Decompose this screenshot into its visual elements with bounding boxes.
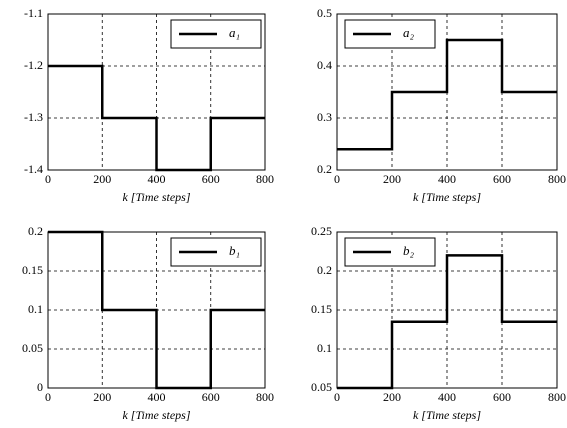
series-line — [337, 38, 557, 151]
axes-box — [47, 13, 266, 171]
y-tick-label: 0.1 — [317, 341, 332, 355]
x-tick-label: 0 — [45, 390, 51, 404]
y-tick-label: 0.2 — [317, 162, 332, 176]
series-line — [48, 64, 265, 172]
x-tick-label: 400 — [438, 172, 456, 186]
y-tick-label: 0.4 — [317, 58, 332, 72]
y-tick-label: 0.15 — [22, 263, 43, 277]
x-axis-label: k [Time steps] — [122, 190, 190, 204]
y-tick-label: -1.1 — [24, 6, 43, 20]
x-tick-label: 200 — [93, 390, 111, 404]
x-tick-label: 600 — [493, 172, 511, 186]
x-tick-label: 200 — [383, 172, 401, 186]
y-tick-label: -1.3 — [24, 110, 43, 124]
x-tick-label: 400 — [438, 390, 456, 404]
x-tick-label: 400 — [148, 390, 166, 404]
x-axis-label: k [Time steps] — [122, 408, 190, 422]
y-tick-label: 0.2 — [28, 224, 43, 238]
y-tick-label: 0.3 — [317, 110, 332, 124]
y-tick-label: 0.2 — [317, 263, 332, 277]
x-axis-label: k [Time steps] — [413, 408, 481, 422]
axes-box — [336, 231, 558, 389]
series-line — [48, 230, 265, 390]
x-axis-label: k [Time steps] — [413, 190, 481, 204]
series-line — [337, 254, 557, 390]
x-tick-label: 800 — [256, 390, 274, 404]
x-tick-label: 600 — [493, 390, 511, 404]
y-tick-label: -1.2 — [24, 58, 43, 72]
axes-box — [336, 13, 558, 171]
y-tick-label: 0.05 — [22, 341, 43, 355]
x-tick-label: 800 — [548, 390, 566, 404]
legend-label: b₂ — [403, 243, 415, 258]
x-tick-label: 200 — [93, 172, 111, 186]
x-tick-label: 800 — [256, 172, 274, 186]
x-tick-label: 0 — [334, 390, 340, 404]
x-tick-label: 600 — [202, 172, 220, 186]
legend-label: b₁ — [229, 243, 240, 258]
x-tick-label: 200 — [383, 390, 401, 404]
legend-label: a₂ — [403, 25, 415, 40]
legend-label: a₁ — [229, 25, 240, 40]
x-tick-label: 600 — [202, 390, 220, 404]
x-tick-label: 800 — [548, 172, 566, 186]
y-tick-label: -1.4 — [24, 162, 43, 176]
y-tick-label: 0.5 — [317, 6, 332, 20]
x-tick-label: 0 — [334, 172, 340, 186]
y-tick-label: 0.1 — [28, 302, 43, 316]
y-tick-label: 0.15 — [311, 302, 332, 316]
y-tick-label: 0 — [37, 380, 43, 394]
y-tick-label: 0.25 — [311, 224, 332, 238]
y-tick-label: 0.05 — [311, 380, 332, 394]
x-tick-label: 400 — [148, 172, 166, 186]
x-tick-label: 0 — [45, 172, 51, 186]
axes-box — [47, 231, 266, 389]
